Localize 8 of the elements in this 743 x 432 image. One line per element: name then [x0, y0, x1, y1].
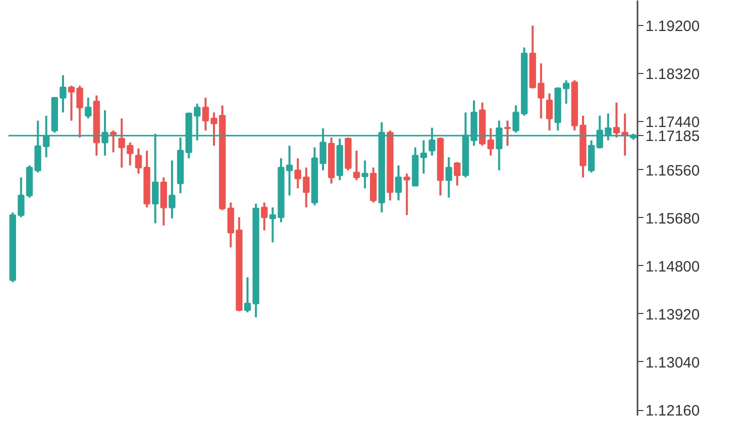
- y-tick-label: 1.12160: [646, 402, 700, 420]
- y-tick-label: 1.19200: [646, 18, 700, 36]
- y-tick-label: 1.14800: [646, 258, 700, 276]
- y-tick-label: 1.18320: [646, 66, 700, 84]
- y-tick-label: 1.15680: [646, 210, 700, 228]
- y-tick-label: 1.13920: [646, 306, 700, 324]
- y-tick-label: 1.16560: [646, 162, 700, 180]
- y-tick-label: 1.13040: [646, 354, 700, 372]
